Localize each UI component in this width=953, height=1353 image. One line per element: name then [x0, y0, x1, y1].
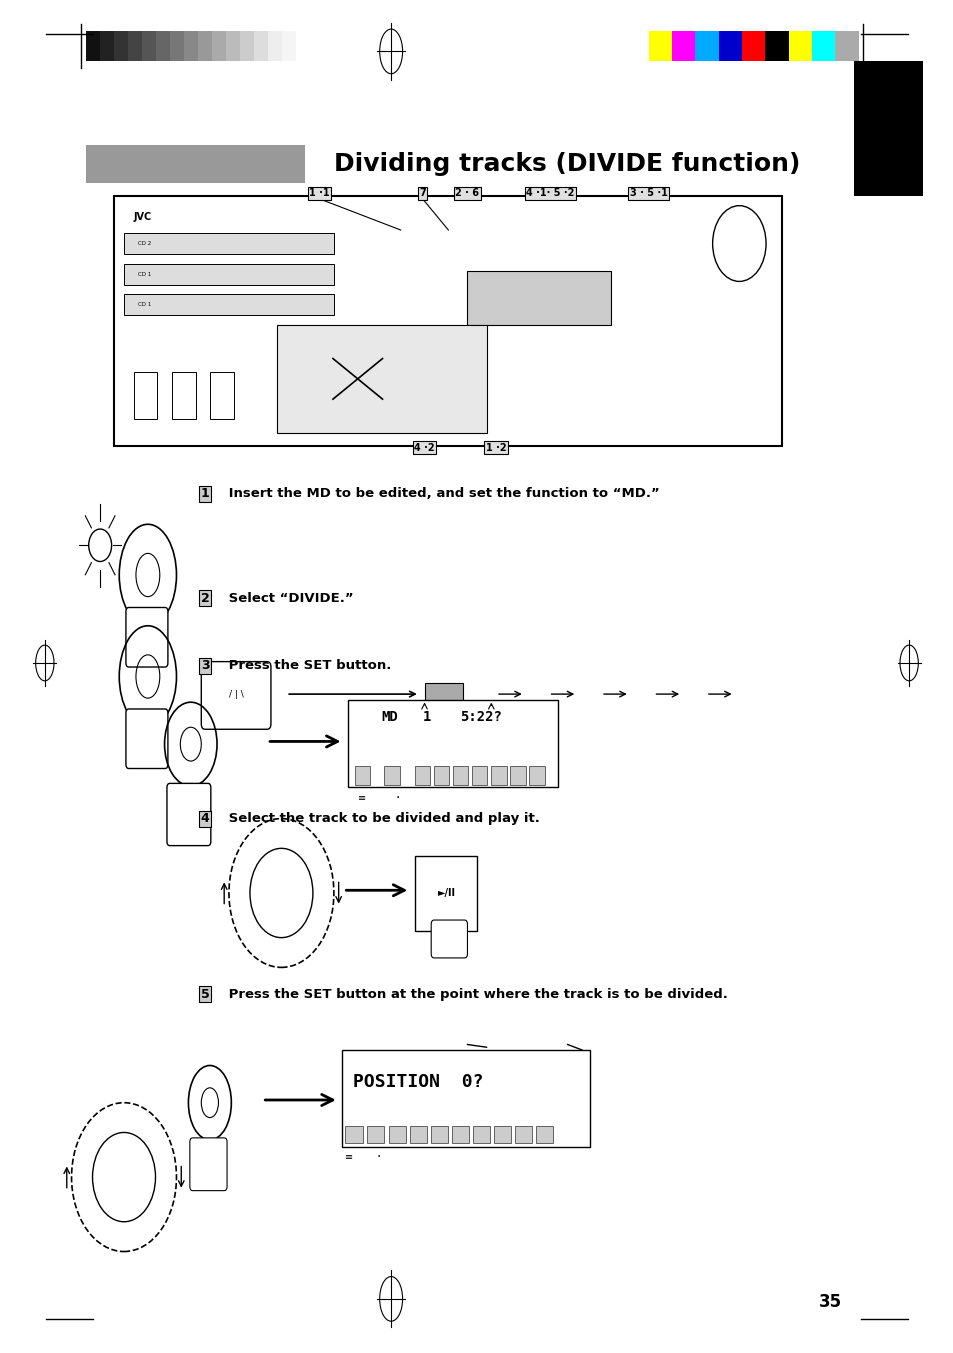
Bar	[86, 145, 305, 183]
Bar	[355, 766, 370, 785]
Bar	[170, 31, 184, 61]
Circle shape	[250, 848, 313, 938]
Bar	[529, 766, 544, 785]
Bar	[197, 31, 212, 61]
Bar	[239, 31, 253, 61]
Bar	[764, 31, 788, 61]
Bar	[718, 31, 741, 61]
Text: Select “DIVIDE.”: Select “DIVIDE.”	[224, 591, 354, 605]
Text: 5:22?: 5:22?	[459, 710, 501, 724]
Bar	[835, 31, 858, 61]
Bar	[491, 766, 506, 785]
Bar	[276, 325, 486, 433]
Text: Insert the MD to be edited, and set the function to “MD.”: Insert the MD to be edited, and set the …	[224, 487, 659, 501]
Bar	[367, 1126, 384, 1143]
Bar	[853, 61, 922, 196]
Bar	[510, 766, 525, 785]
Bar	[184, 31, 197, 61]
Bar	[345, 1126, 362, 1143]
Bar	[226, 31, 239, 61]
Text: 5: 5	[200, 988, 210, 1001]
Text: 1 ·2: 1 ·2	[485, 442, 506, 453]
Text: 3: 3	[200, 659, 210, 672]
Bar	[741, 31, 764, 61]
Text: Press the SET button.: Press the SET button.	[224, 659, 391, 672]
Text: ·: ·	[376, 1150, 381, 1164]
Bar	[268, 31, 281, 61]
Bar	[281, 31, 295, 61]
FancyBboxPatch shape	[431, 920, 467, 958]
Bar	[155, 31, 170, 61]
Bar	[648, 31, 671, 61]
Text: 4: 4	[200, 812, 210, 825]
Bar	[86, 31, 100, 61]
Bar	[253, 31, 268, 61]
Text: MD: MD	[381, 710, 398, 724]
Bar	[128, 31, 142, 61]
Bar	[100, 31, 113, 61]
FancyBboxPatch shape	[201, 662, 271, 729]
Bar	[473, 1126, 490, 1143]
Text: POSITION  0?: POSITION 0?	[353, 1073, 483, 1092]
Bar	[424, 683, 462, 705]
Bar	[210, 372, 233, 419]
FancyBboxPatch shape	[126, 709, 168, 769]
Text: 4 ·2: 4 ·2	[414, 442, 435, 453]
FancyBboxPatch shape	[167, 783, 211, 846]
Bar	[431, 1126, 448, 1143]
Text: 2: 2	[200, 591, 210, 605]
Bar	[453, 766, 468, 785]
Bar	[384, 766, 399, 785]
Bar	[124, 233, 334, 254]
Bar	[515, 1126, 532, 1143]
Text: 1: 1	[200, 487, 210, 501]
Text: Select the track to be divided and play it.: Select the track to be divided and play …	[224, 812, 539, 825]
Text: / | \: / | \	[229, 690, 244, 698]
Bar	[124, 264, 334, 285]
Text: 4 ·1· 5 ·2: 4 ·1· 5 ·2	[526, 188, 574, 199]
Bar	[348, 700, 558, 787]
Bar	[341, 1050, 589, 1147]
Bar	[536, 1126, 553, 1143]
Text: 7: 7	[418, 188, 426, 199]
Text: 1 ·1: 1 ·1	[309, 188, 330, 199]
Bar	[452, 1126, 469, 1143]
Text: 35: 35	[818, 1292, 841, 1311]
Bar	[114, 196, 781, 446]
Text: CD 1: CD 1	[138, 302, 152, 307]
Bar	[142, 31, 155, 61]
Bar	[389, 1126, 406, 1143]
Bar	[415, 766, 430, 785]
Bar	[472, 766, 487, 785]
Text: ≡: ≡	[345, 1151, 354, 1162]
FancyBboxPatch shape	[126, 607, 168, 667]
Text: Press the SET button at the point where the track is to be divided.: Press the SET button at the point where …	[224, 988, 727, 1001]
Bar	[212, 31, 226, 61]
Bar	[788, 31, 811, 61]
Bar	[811, 31, 835, 61]
Bar	[671, 31, 695, 61]
Bar	[113, 31, 128, 61]
Bar	[415, 856, 476, 931]
Text: 1: 1	[423, 710, 431, 724]
Bar	[172, 372, 195, 419]
Bar	[410, 1126, 427, 1143]
Bar	[434, 766, 449, 785]
Text: ►/II: ►/II	[437, 888, 455, 898]
Bar	[124, 294, 334, 315]
Text: CD 1: CD 1	[138, 272, 152, 277]
FancyBboxPatch shape	[190, 1138, 227, 1191]
Text: ≡: ≡	[357, 793, 366, 804]
Bar	[695, 31, 718, 61]
Text: ·: ·	[395, 792, 400, 805]
Circle shape	[92, 1132, 155, 1222]
Text: 3 · 5 ·1: 3 · 5 ·1	[629, 188, 667, 199]
Bar	[494, 1126, 511, 1143]
Bar	[467, 271, 610, 325]
Text: JVC: JVC	[133, 212, 152, 222]
Text: 2 · 6: 2 · 6	[455, 188, 479, 199]
Text: Dividing tracks (DIVIDE function): Dividing tracks (DIVIDE function)	[334, 152, 800, 176]
Text: CD 2: CD 2	[138, 241, 152, 246]
Bar	[133, 372, 157, 419]
